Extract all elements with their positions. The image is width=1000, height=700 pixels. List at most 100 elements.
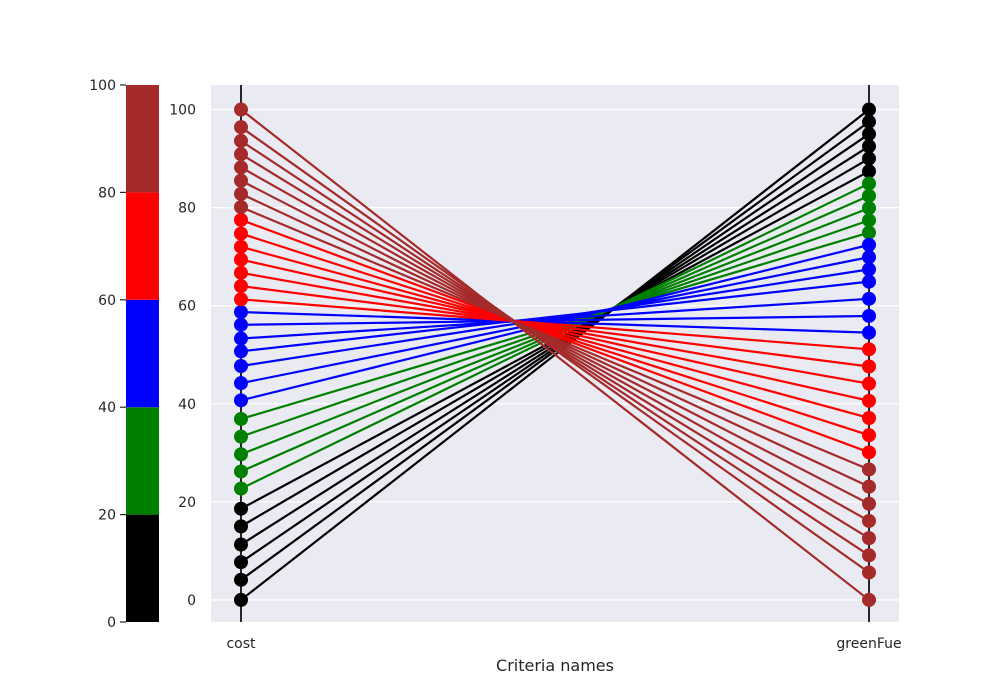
series-line-24 [240, 218, 870, 454]
point-greenFue-25 [862, 462, 876, 477]
point-cost-20 [234, 265, 248, 280]
point-greenFue-28 [862, 513, 876, 528]
point-cost-3 [234, 537, 248, 552]
series-line-14 [240, 280, 870, 353]
point-greenFue-8 [862, 201, 876, 216]
point-cost-5 [234, 501, 248, 516]
point-greenFue-19 [862, 359, 876, 374]
point-cost-0 [234, 592, 248, 607]
point-greenFue-26 [862, 479, 876, 494]
y-tick-label: 40 [178, 397, 196, 413]
point-cost-22 [234, 239, 248, 254]
point-greenFue-0 [862, 102, 876, 117]
point-cost-1 [234, 572, 248, 587]
series-line-25 [240, 206, 870, 471]
point-greenFue-14 [862, 274, 876, 289]
point-greenFue-4 [862, 151, 876, 166]
series-line-19 [240, 284, 870, 368]
x-axis-label: Criteria names [496, 656, 614, 675]
point-greenFue-23 [862, 428, 876, 443]
point-cost-25 [234, 200, 248, 215]
series-line-21 [240, 258, 870, 402]
axis-name-label: greenFue [836, 636, 901, 652]
series-line-17 [240, 310, 870, 334]
point-cost-14 [234, 344, 248, 359]
series-line-20 [240, 271, 870, 385]
point-greenFue-9 [862, 213, 876, 228]
point-cost-8 [234, 447, 248, 462]
series-line-29 [240, 153, 870, 540]
series-line-30 [240, 139, 870, 557]
colorbar-tick-label: 100 [89, 78, 116, 94]
colorbar-tick-label: 40 [98, 400, 116, 416]
point-greenFue-15 [862, 291, 876, 306]
series-line-31 [240, 126, 870, 574]
point-cost-31 [234, 120, 248, 135]
colorbar-bin-1 [126, 407, 159, 515]
point-greenFue-6 [862, 176, 876, 191]
point-cost-9 [234, 429, 248, 444]
series-line-28 [240, 166, 870, 522]
point-greenFue-13 [862, 262, 876, 277]
series-line-23 [240, 232, 870, 437]
series-line-26 [240, 192, 870, 488]
point-greenFue-10 [862, 225, 876, 240]
y-tick-label: 20 [178, 495, 196, 511]
point-greenFue-32 [862, 592, 876, 607]
colorbar-bin-0 [126, 514, 159, 622]
point-cost-6 [234, 481, 248, 496]
points-group [234, 102, 876, 607]
y-tick-label: 0 [187, 593, 196, 609]
point-cost-2 [234, 555, 248, 570]
point-cost-15 [234, 331, 248, 346]
point-cost-10 [234, 411, 248, 426]
colorbar-bin-2 [126, 299, 159, 408]
point-greenFue-27 [862, 496, 876, 511]
point-greenFue-24 [862, 445, 876, 460]
point-cost-28 [234, 160, 248, 175]
point-cost-23 [234, 226, 248, 241]
point-cost-32 [234, 102, 248, 117]
axis-name-label: cost [226, 636, 256, 652]
point-cost-21 [234, 252, 248, 267]
point-greenFue-3 [862, 139, 876, 154]
point-cost-19 [234, 279, 248, 294]
y-tick-label: 80 [178, 201, 196, 217]
point-cost-13 [234, 359, 248, 374]
point-cost-4 [234, 519, 248, 534]
point-cost-24 [234, 212, 248, 227]
point-greenFue-12 [862, 250, 876, 265]
point-greenFue-1 [862, 114, 876, 129]
point-cost-7 [234, 464, 248, 479]
point-greenFue-2 [862, 127, 876, 142]
tick-labels: 0 20 40 60 80 100 cost greenFue [169, 103, 901, 652]
colorbar: 0 20 40 60 80 100 [89, 78, 159, 631]
series-line-22 [240, 245, 870, 420]
colorbar-tick-label: 0 [107, 615, 116, 631]
series-line-32 [240, 108, 870, 601]
series-line-18 [240, 298, 870, 351]
point-greenFue-20 [862, 376, 876, 391]
point-greenFue-21 [862, 393, 876, 408]
point-greenFue-31 [862, 565, 876, 580]
colorbar-tick-label: 60 [98, 293, 116, 309]
point-greenFue-11 [862, 237, 876, 252]
point-greenFue-29 [862, 531, 876, 546]
y-tick-label: 100 [169, 103, 196, 119]
point-greenFue-7 [862, 188, 876, 203]
point-cost-16 [234, 317, 248, 332]
point-cost-27 [234, 173, 248, 188]
series-line-16 [240, 314, 870, 326]
point-cost-29 [234, 147, 248, 162]
series-line-15 [240, 297, 870, 340]
colorbar-bin-4 [126, 85, 159, 193]
point-greenFue-5 [862, 164, 876, 179]
colorbar-tick-label: 80 [98, 185, 116, 201]
y-tick-label: 60 [178, 299, 196, 315]
lines-group [240, 108, 870, 601]
point-cost-18 [234, 292, 248, 307]
point-greenFue-16 [862, 308, 876, 323]
point-greenFue-30 [862, 548, 876, 563]
colorbar-tick-label: 20 [98, 508, 116, 524]
